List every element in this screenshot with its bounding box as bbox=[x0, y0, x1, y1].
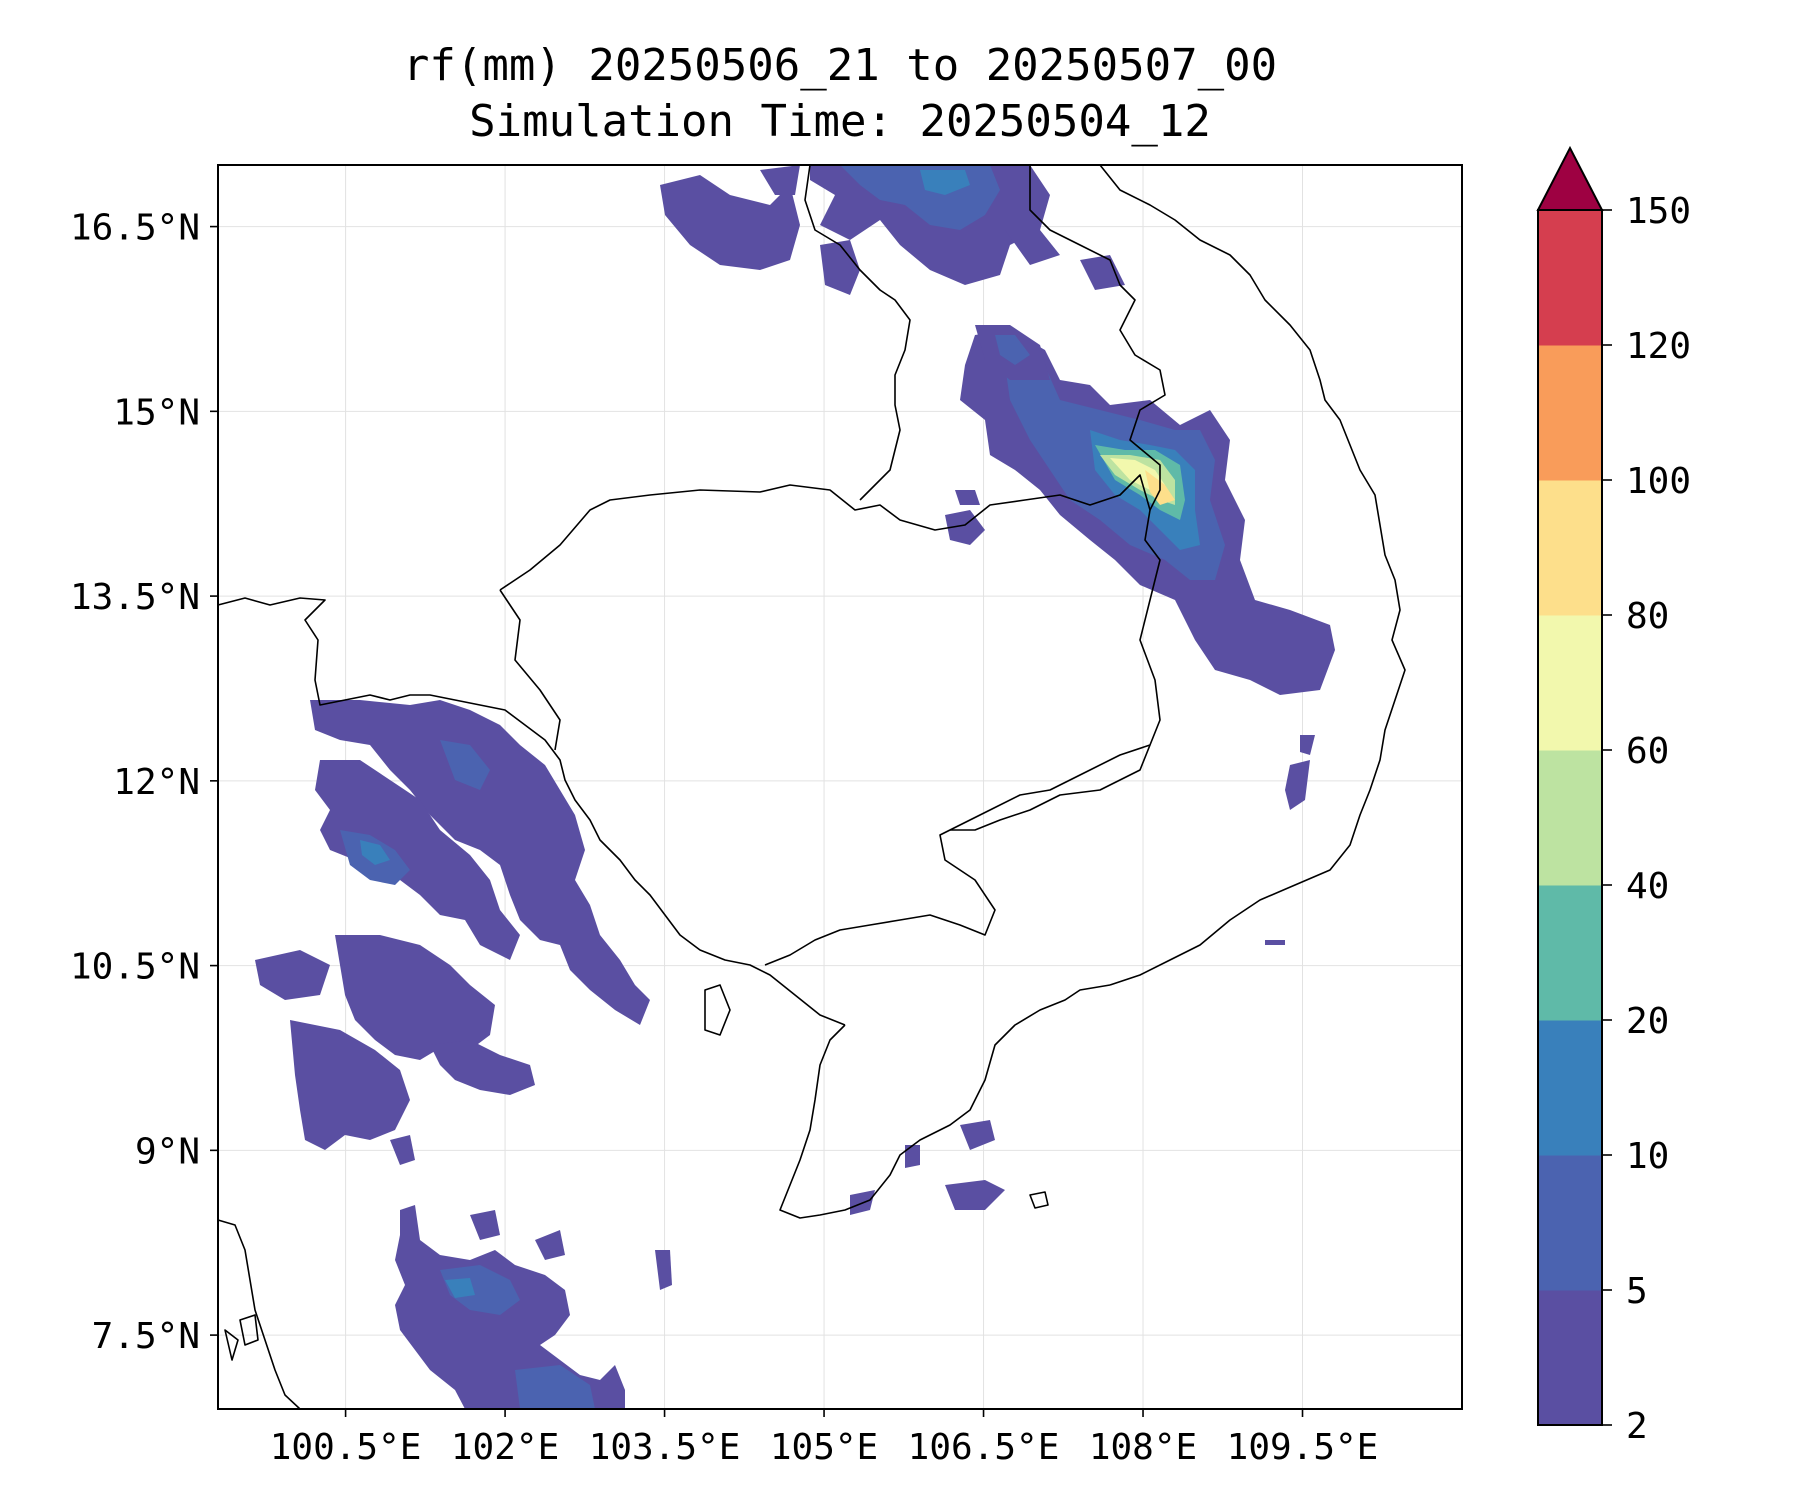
lon-tick-label: 103.5°E bbox=[589, 1427, 741, 1468]
rain-region-lower-laos-small bbox=[945, 510, 985, 545]
rain-region-south-gulf-l3 bbox=[445, 1278, 475, 1298]
lat-tick-label: 16.5°N bbox=[70, 208, 200, 249]
figure-title-line2: Simulation Time: 20250504_12 bbox=[469, 96, 1211, 147]
colorbar-level-label: 20 bbox=[1626, 1001, 1669, 1042]
rain-region-laos-east-a bbox=[1080, 255, 1125, 290]
lon-tick-label: 102°E bbox=[451, 1427, 559, 1468]
rain-region-gulf-west-d bbox=[290, 1020, 410, 1150]
rain-region-coast-a bbox=[1285, 760, 1310, 810]
rain-region-laos-east-b bbox=[1005, 230, 1060, 265]
rain-region-gulf-west-l2b bbox=[440, 740, 490, 790]
colorbar: 2 5 10 20 40 60 80 100 120 150 bbox=[1536, 145, 1691, 1447]
latitude-ticks: 16.5°N 15°N 13.5°N 12°N 10.5°N 9°N 7.5°N bbox=[70, 208, 218, 1357]
rain-region-south-gulf-l2b bbox=[515, 1365, 595, 1409]
rain-region-laos-mid bbox=[820, 240, 860, 295]
colorbar-level-label: 120 bbox=[1626, 326, 1691, 367]
lat-tick-label: 9°N bbox=[135, 1131, 200, 1172]
colorbar-level-label: 2 bbox=[1626, 1406, 1648, 1447]
colorbar-bin bbox=[1538, 345, 1602, 481]
rain-region-gulf-west-l3 bbox=[360, 840, 390, 865]
colorbar-extend-arrow bbox=[1536, 145, 1604, 211]
lat-tick-label: 13.5°N bbox=[70, 577, 200, 618]
rain-region-gulf-west-b bbox=[315, 760, 520, 960]
rain-region-gulf-west-f bbox=[255, 950, 330, 1000]
map-gridlines bbox=[218, 165, 1462, 1409]
border-laos-vietnam bbox=[1029, 165, 1166, 511]
lat-tick-label: 7.5°N bbox=[92, 1316, 200, 1357]
border-cambodia bbox=[499, 474, 1161, 966]
colorbar-bin bbox=[1538, 750, 1602, 886]
colorbar-frame bbox=[1537, 209, 1603, 1426]
rain-region-coast-b bbox=[1300, 735, 1315, 755]
colorbar-level-label: 80 bbox=[1626, 596, 1669, 637]
lon-tick-label: 106.5°E bbox=[908, 1427, 1060, 1468]
coastline-phu-quoc bbox=[704, 984, 731, 1036]
lon-tick-label: 105°E bbox=[770, 1427, 878, 1468]
rain-region-lower-laos-small2 bbox=[955, 490, 980, 505]
lat-tick-label: 12°N bbox=[113, 762, 200, 803]
colorbar-level-label: 150 bbox=[1626, 191, 1691, 232]
rain-region-top-left-band bbox=[660, 175, 800, 270]
coastline-mekong-delta bbox=[779, 984, 1111, 1219]
rain-region-delta-a bbox=[945, 1180, 1005, 1210]
rain-region-delta-b bbox=[960, 1120, 995, 1150]
coastline-indochina-east bbox=[1099, 164, 1406, 986]
longitude-ticks: 100.5°E 102°E 103.5°E 105°E 106.5°E 108°E 109.… bbox=[270, 1409, 1379, 1468]
border-thailand-cambodia-west bbox=[499, 589, 561, 751]
coastline-malay-islands bbox=[224, 1314, 259, 1361]
lon-tick-label: 108°E bbox=[1089, 1427, 1197, 1468]
colorbar-level-label: 60 bbox=[1626, 731, 1669, 772]
colorbar-bin bbox=[1538, 1155, 1602, 1291]
rain-region-south-gulf-c bbox=[535, 1230, 565, 1260]
rain-region-south-gulf-b bbox=[470, 1210, 500, 1240]
colorbar-level-label: 40 bbox=[1626, 866, 1669, 907]
map-frame bbox=[217, 164, 1463, 1410]
colorbar-bin bbox=[1538, 210, 1602, 346]
rain-region-delta-d bbox=[905, 1145, 920, 1168]
lat-tick-label: 15°N bbox=[113, 392, 200, 433]
colorbar-level-label: 5 bbox=[1626, 1271, 1648, 1312]
rain-region-laos-center-l2 bbox=[995, 335, 1030, 365]
lat-tick-label: 10.5°N bbox=[70, 947, 200, 988]
border-thailand-laos bbox=[804, 164, 911, 501]
rain-region-gulf-west-c bbox=[335, 935, 495, 1060]
rain-region-gulf-west-e bbox=[430, 1040, 535, 1095]
coastline-malay-peninsula bbox=[217, 1219, 301, 1410]
rain-region-gulf-west bbox=[310, 700, 650, 1025]
colorbar-bin bbox=[1538, 1020, 1602, 1156]
rain-region-top-mid bbox=[760, 165, 800, 195]
colorbar-bin bbox=[1538, 480, 1602, 616]
colorbar-bin bbox=[1538, 885, 1602, 1021]
coastline-gulf-of-thailand bbox=[217, 597, 846, 1026]
colorbar-level-label: 10 bbox=[1626, 1136, 1669, 1177]
colorbar-level-label: 100 bbox=[1626, 461, 1691, 502]
border-vietnam-cambodia-south bbox=[950, 744, 1151, 831]
coastlines-and-borders bbox=[217, 164, 1406, 1410]
map-panel: 100.5°E 102°E 103.5°E 105°E 106.5°E 108°E 109.… bbox=[70, 164, 1463, 1468]
lon-tick-label: 100.5°E bbox=[270, 1427, 422, 1468]
colorbar-bin bbox=[1538, 615, 1602, 751]
figure-title-line1: rf(mm) 20250506_21 to 20250507_00 bbox=[403, 40, 1277, 91]
colorbar-bin bbox=[1538, 1290, 1602, 1426]
rainfall-fields bbox=[255, 165, 1335, 1409]
rain-region-south-gulf-d bbox=[655, 1250, 672, 1290]
rain-region-far-east-speck bbox=[1265, 940, 1285, 945]
rain-region-gulf-west-g bbox=[390, 1135, 415, 1165]
rain-region-north-laos-l3 bbox=[920, 170, 970, 195]
rain-region-south-gulf-l2 bbox=[440, 1265, 520, 1315]
lon-tick-label: 109.5°E bbox=[1227, 1427, 1379, 1468]
coastline-con-dao bbox=[1029, 1191, 1049, 1209]
